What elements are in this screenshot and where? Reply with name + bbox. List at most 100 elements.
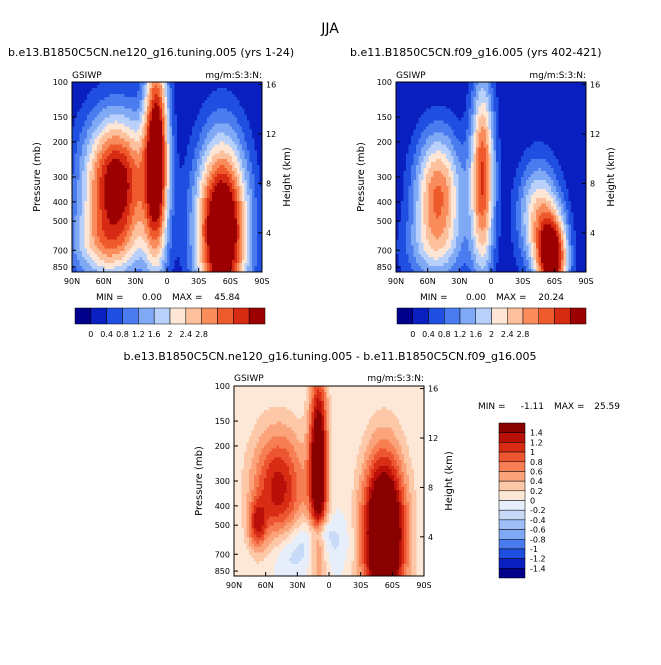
heatmap-cell xyxy=(195,198,198,201)
heatmap-cell xyxy=(95,239,98,242)
heatmap-cell xyxy=(82,213,85,216)
heatmap-cell xyxy=(212,222,215,225)
heatmap-cell xyxy=(115,266,118,269)
heatmap-cell xyxy=(245,177,248,180)
heatmap-cell xyxy=(102,153,105,156)
heatmap-cell xyxy=(242,153,245,156)
heatmap-cell xyxy=(167,162,170,165)
heatmap-cell xyxy=(110,207,113,210)
heatmap-cell xyxy=(235,195,238,198)
heatmap-cell xyxy=(87,171,90,174)
heatmap-cell xyxy=(195,135,198,138)
heatmap-cell xyxy=(137,106,140,109)
heatmap-cell xyxy=(172,207,175,210)
heatmap-cell xyxy=(142,153,145,156)
heatmap-cell xyxy=(212,207,215,210)
heatmap-cell xyxy=(205,130,208,133)
heatmap-cell xyxy=(90,263,93,266)
heatmap-cell xyxy=(157,91,160,94)
heatmap-cell xyxy=(112,106,115,109)
heatmap-cell xyxy=(150,210,153,213)
heatmap-cell xyxy=(132,210,135,213)
heatmap-cell xyxy=(187,150,190,153)
heatmap-cell xyxy=(102,88,105,91)
heatmap-cell xyxy=(120,174,123,177)
heatmap-cell xyxy=(155,159,158,162)
heatmap-cell xyxy=(175,216,178,219)
heatmap-cell xyxy=(252,227,255,230)
heatmap-cell xyxy=(235,263,238,266)
heatmap-cell xyxy=(107,242,110,245)
heatmap-cell xyxy=(167,109,170,112)
heatmap-cell xyxy=(165,156,168,159)
heatmap-cell xyxy=(215,109,218,112)
heatmap-cell xyxy=(155,239,158,242)
heatmap-cell xyxy=(92,82,95,85)
heatmap-cell xyxy=(205,106,208,109)
heatmap-cell xyxy=(75,236,78,239)
heatmap-cell xyxy=(127,121,130,124)
heatmap-cell xyxy=(102,210,105,213)
heatmap-cell xyxy=(227,135,230,138)
heatmap-cell xyxy=(217,124,220,127)
heatmap-cell xyxy=(100,257,103,260)
heatmap-cell xyxy=(122,254,125,257)
heatmap-cell xyxy=(82,97,85,100)
heatmap-cell xyxy=(125,219,128,222)
heatmap-cell xyxy=(230,130,233,133)
heatmap-cell xyxy=(192,210,195,213)
heatmap-cell xyxy=(87,124,90,127)
heatmap-cell xyxy=(112,132,115,135)
heatmap-cell xyxy=(132,85,135,88)
heatmap-cell xyxy=(177,144,180,147)
heatmap-cell xyxy=(107,213,110,216)
heatmap-cell xyxy=(190,266,193,269)
heatmap-cell xyxy=(162,141,165,144)
heatmap-cell xyxy=(227,118,230,121)
heatmap-cell xyxy=(95,177,98,180)
heatmap-cell xyxy=(117,162,120,165)
heatmap-cell xyxy=(157,216,160,219)
heatmap-cell xyxy=(127,216,130,219)
heatmap-cell xyxy=(135,94,138,97)
y-tick-label: 300 xyxy=(53,173,68,182)
heatmap-cell xyxy=(87,192,90,195)
heatmap-cell xyxy=(120,159,123,162)
heatmap-cell xyxy=(140,263,143,266)
heatmap-cell xyxy=(175,195,178,198)
heatmap-cell xyxy=(190,100,193,103)
heatmap-cell xyxy=(77,219,80,222)
heatmap-cell xyxy=(242,239,245,242)
heatmap-cell xyxy=(230,91,233,94)
heatmap-cell xyxy=(77,159,80,162)
heatmap-cell xyxy=(217,189,220,192)
heatmap-cell xyxy=(80,251,83,254)
heatmap-cell xyxy=(100,124,103,127)
heatmap-cell xyxy=(115,251,118,254)
heatmap-cell xyxy=(107,171,110,174)
heatmap-cell xyxy=(227,130,230,133)
heatmap-cell xyxy=(95,204,98,207)
heatmap-cell xyxy=(140,222,143,225)
heatmap-cell xyxy=(210,171,213,174)
heatmap-cell xyxy=(82,141,85,144)
heatmap-cell xyxy=(185,103,188,106)
heatmap-cell xyxy=(230,186,233,189)
heatmap-cell xyxy=(115,195,118,198)
heatmap-cell xyxy=(220,165,223,168)
heatmap-cell xyxy=(152,115,155,118)
heatmap-cell xyxy=(137,100,140,103)
heatmap-cell xyxy=(107,180,110,183)
heatmap-cell xyxy=(122,118,125,121)
heatmap-cell xyxy=(240,124,243,127)
heatmap-cell xyxy=(135,112,138,115)
heatmap-cell xyxy=(85,192,88,195)
heatmap-cell xyxy=(162,97,165,100)
heatmap-cell xyxy=(157,144,160,147)
heatmap-cell xyxy=(207,254,210,257)
heatmap-cell xyxy=(87,245,90,248)
heatmap-cell xyxy=(207,251,210,254)
heatmap-cell xyxy=(185,233,188,236)
heatmap-cell xyxy=(217,239,220,242)
heatmap-cell xyxy=(130,103,133,106)
